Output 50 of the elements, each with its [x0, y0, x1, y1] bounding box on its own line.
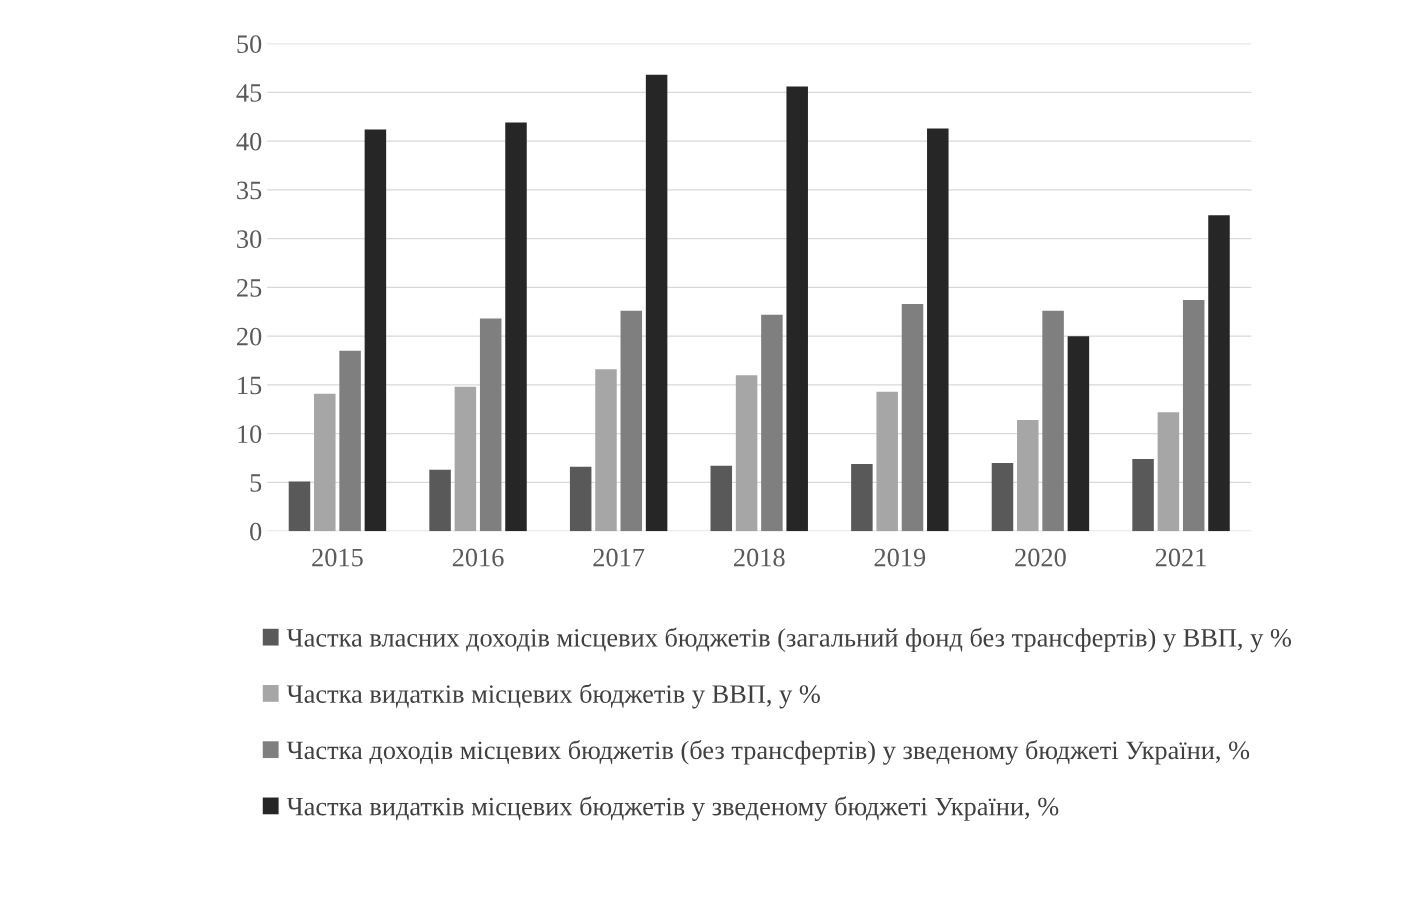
bar [1042, 310, 1064, 532]
bar [1157, 412, 1180, 532]
legend-label: Частка власних доходів місцевих бюджетів (загальний фонд без трансфертів) у ВВП, у % [286, 627, 1292, 653]
y-tick-label: 10 [238, 425, 262, 444]
legend-label: Частка доходів місцевих бюджетів (без трансфертів) у зведеному бюджеті України, % [286, 740, 1250, 765]
bar [735, 375, 758, 532]
bar [786, 86, 808, 532]
x-tick-label: 2019 [874, 548, 926, 567]
y-tick-label: 40 [236, 132, 262, 151]
y-tick-label: 0 [250, 522, 262, 541]
bar [505, 122, 527, 532]
x-tick-label: 2020 [1015, 548, 1066, 567]
bar [620, 310, 643, 532]
bar [710, 465, 733, 532]
y-tick-label: 45 [236, 84, 262, 102]
bar [364, 129, 387, 532]
x-tick-label: 2021 [1155, 548, 1206, 567]
bar [454, 386, 477, 532]
bar [876, 391, 898, 532]
bar [927, 128, 949, 532]
y-tick-label: 20 [237, 327, 262, 346]
y-tick-label: 50 [237, 35, 262, 53]
x-tick-label: 2017 [593, 548, 645, 567]
bar [288, 481, 311, 532]
bar [1182, 300, 1205, 532]
legend-label: Частка видатків місцевих бюджетів у ВВП, у % [286, 683, 820, 709]
legend-label: Частка видатків місцевих бюджетів у зведеному бюджеті України, % [286, 796, 1059, 821]
bar [1208, 215, 1230, 532]
bar [429, 469, 451, 532]
bar [339, 350, 361, 532]
y-tick-label: 15 [238, 376, 262, 395]
y-tick-label: 5 [250, 474, 262, 492]
bar [595, 369, 617, 532]
y-tick-label: 25 [237, 279, 262, 297]
bar [645, 74, 668, 532]
bar [991, 462, 1014, 532]
bar [761, 314, 783, 532]
x-tick-label: 2018 [734, 548, 785, 567]
bar [851, 463, 873, 532]
x-tick-label: 2016 [452, 548, 504, 567]
bar [314, 393, 336, 532]
y-tick-label: 35 [237, 181, 262, 200]
x-tick-label: 2015 [312, 548, 363, 567]
y-tick-label: 30 [237, 230, 262, 249]
bar [479, 318, 502, 532]
bar [1017, 420, 1039, 532]
bar [901, 303, 924, 532]
bar [569, 466, 592, 532]
bar [1132, 459, 1154, 532]
bar [1067, 336, 1090, 532]
